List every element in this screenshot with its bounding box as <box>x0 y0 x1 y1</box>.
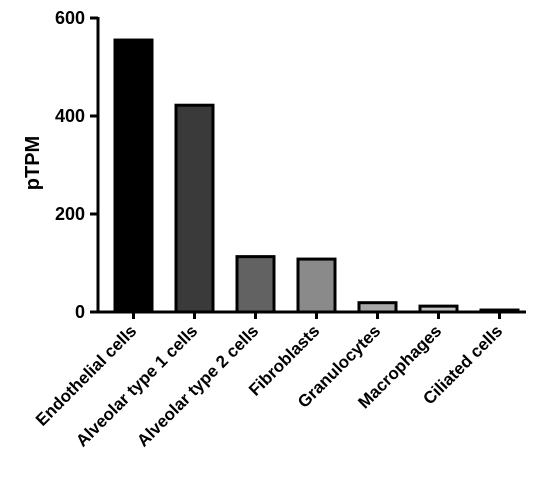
bar-4 <box>296 257 337 314</box>
y-axis: 0 200 400 600 <box>55 8 100 322</box>
y-tick-label: 0 <box>75 302 85 322</box>
bar-2 <box>174 103 215 314</box>
y-tick-label: 200 <box>55 204 85 224</box>
x-tick-label: Alveolar type 1 cells <box>72 321 201 450</box>
bar-1 <box>113 38 154 314</box>
bars-group <box>113 38 520 314</box>
y-tick-label: 400 <box>55 106 85 126</box>
bar-3 <box>235 255 276 314</box>
y-tick-label: 600 <box>55 8 85 28</box>
y-axis-label: pTPM <box>22 136 44 190</box>
x-tick-label: Endothelial cells <box>32 321 140 429</box>
x-tick-label: Alveolar type 2 cells <box>133 321 262 450</box>
